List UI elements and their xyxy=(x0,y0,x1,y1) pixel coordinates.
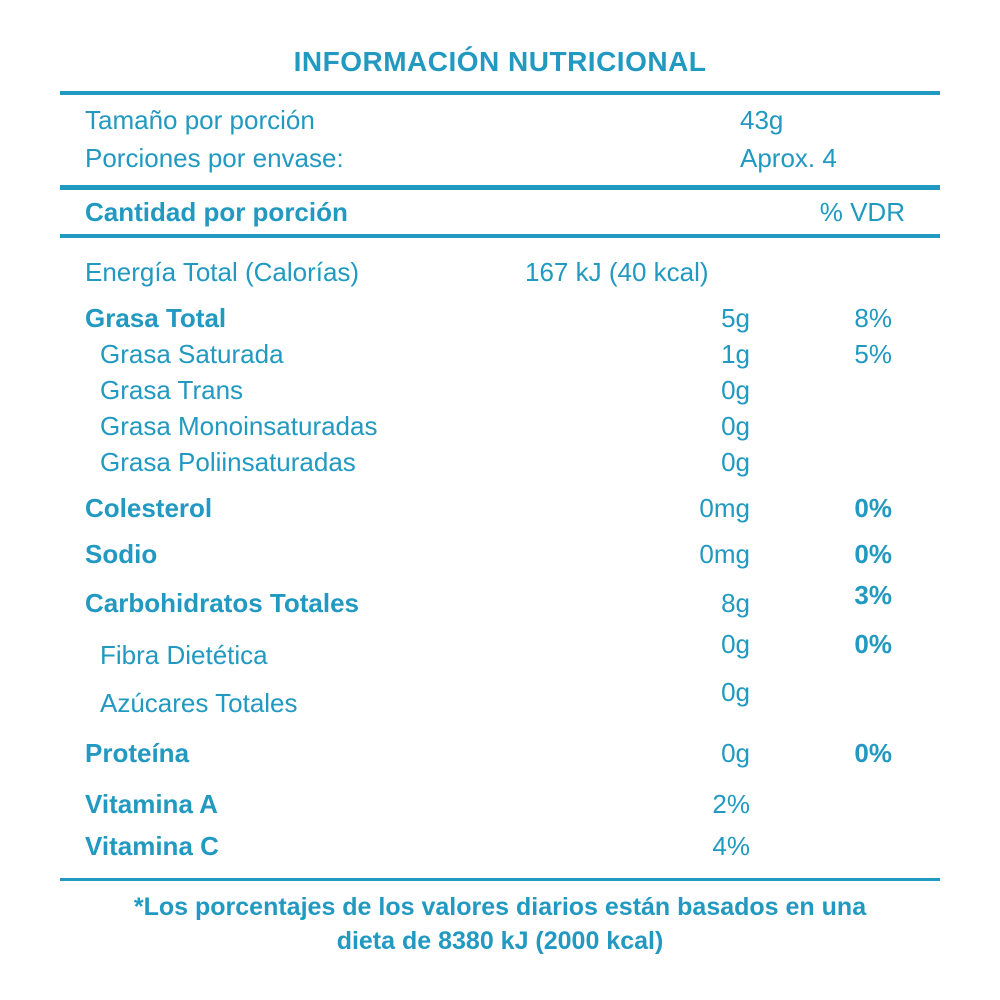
nutrient-row-proteina: Proteína 0g 0% xyxy=(60,734,940,772)
nutrient-row-fibra: Fibra Dietética 0g 0% xyxy=(60,629,940,675)
nutrient-label: Proteína xyxy=(85,737,190,768)
energy-row: Energía Total (Calorías) 167 kJ (40 kcal… xyxy=(60,254,940,290)
nutrient-label: Grasa Total xyxy=(85,302,227,333)
nutrient-value: 5g xyxy=(721,302,750,333)
nutrient-row-grasa-poliinsaturadas: Grasa Poliinsaturadas 0g xyxy=(60,444,940,480)
serving-size-row: Tamaño por porción 43g xyxy=(60,101,940,139)
nutrient-label: Fibra Dietética xyxy=(100,639,268,670)
energy-label: Energía Total (Calorías) xyxy=(85,256,360,287)
divider-top xyxy=(60,91,940,95)
nutrient-label: Sodio xyxy=(85,538,158,569)
footnote: *Los porcentajes de los valores diarios … xyxy=(60,890,940,958)
nutrient-value: 8g xyxy=(721,587,750,618)
nutrient-row-grasa-total: Grasa Total 5g 8% xyxy=(60,300,940,336)
nutrient-label: Vitamina C xyxy=(85,830,219,861)
nutrient-value: 2% xyxy=(712,788,750,819)
nutrient-value: 0g xyxy=(721,374,750,405)
footnote-line1: *Los porcentajes de los valores diarios … xyxy=(133,893,867,921)
nutrition-panel: INFORMACIÓN NUTRICIONAL Tamaño por porci… xyxy=(60,0,940,958)
nutrient-row-carbohidratos: Carbohidratos Totales 8g 3% xyxy=(60,579,940,623)
nutrient-row-vitamina-a: Vitamina A 2% xyxy=(60,786,940,822)
nutrient-label: Azúcares Totales xyxy=(100,687,298,718)
nutrient-row-vitamina-c: Vitamina C 4% xyxy=(60,828,940,864)
divider-footnote xyxy=(60,878,940,881)
nutrient-label: Grasa Monoinsaturadas xyxy=(100,410,378,441)
nutrient-row-grasa-monoinsaturadas: Grasa Monoinsaturadas 0g xyxy=(60,408,940,444)
divider-header xyxy=(60,234,940,238)
nutrient-dv: 0% xyxy=(854,538,892,569)
nutrient-value: 4% xyxy=(712,830,750,861)
nutrient-label: Grasa Poliinsaturadas xyxy=(100,446,356,477)
nutrient-dv: 0% xyxy=(854,492,892,523)
nutrient-value: 0g xyxy=(721,737,750,768)
servings-per-container-row: Porciones por envase: Aprox. 4 xyxy=(60,139,940,177)
nutrient-row-grasa-trans: Grasa Trans 0g xyxy=(60,372,940,408)
nutrient-value: 0mg xyxy=(699,492,750,523)
nutrient-dv: 5% xyxy=(854,338,892,369)
nutrient-label: Grasa Trans xyxy=(100,374,244,405)
serving-size-label: Tamaño por porción xyxy=(85,104,315,135)
nutrient-row-sodio: Sodio 0mg 0% xyxy=(60,535,940,573)
nutrient-dv: 0% xyxy=(854,628,892,659)
servings-per-container-value: Aprox. 4 xyxy=(740,142,837,173)
divider-serving xyxy=(60,185,940,190)
footnote-line2: dieta de 8380 kJ (2000 kcal) xyxy=(336,927,664,955)
nutrient-label: Grasa Saturada xyxy=(100,338,284,369)
amount-header-row: Cantidad por porción % VDR xyxy=(60,190,940,234)
nutrient-value: 0g xyxy=(721,628,750,659)
nutrient-row-azucares: Azúcares Totales 0g xyxy=(60,677,940,723)
nutrient-label: Colesterol xyxy=(85,492,213,523)
nutrient-value: 0mg xyxy=(699,538,750,569)
nutrient-dv: 3% xyxy=(854,579,892,610)
nutrient-label: Carbohidratos Totales xyxy=(85,587,360,618)
nutrient-row-colesterol: Colesterol 0mg 0% xyxy=(60,489,940,527)
amount-per-serving-label: Cantidad por porción xyxy=(85,196,348,227)
nutrient-dv: 0% xyxy=(854,737,892,768)
nutrient-row-grasa-saturada: Grasa Saturada 1g 5% xyxy=(60,336,940,372)
nutrient-value: 0g xyxy=(721,410,750,441)
nutrient-dv: 8% xyxy=(854,302,892,333)
nutrient-label: Vitamina A xyxy=(85,788,218,819)
page-title: INFORMACIÓN NUTRICIONAL xyxy=(293,46,707,77)
nutrient-value: 1g xyxy=(721,338,750,369)
nutrient-value: 0g xyxy=(721,446,750,477)
serving-size-value: 43g xyxy=(740,104,784,135)
nutrient-value: 0g xyxy=(721,676,750,707)
energy-value: 167 kJ (40 kcal) xyxy=(525,256,709,287)
servings-per-container-label: Porciones por envase: xyxy=(85,142,344,173)
daily-value-header: % VDR xyxy=(819,196,905,227)
serving-section: Tamaño por porción 43g Porciones por env… xyxy=(60,95,940,185)
